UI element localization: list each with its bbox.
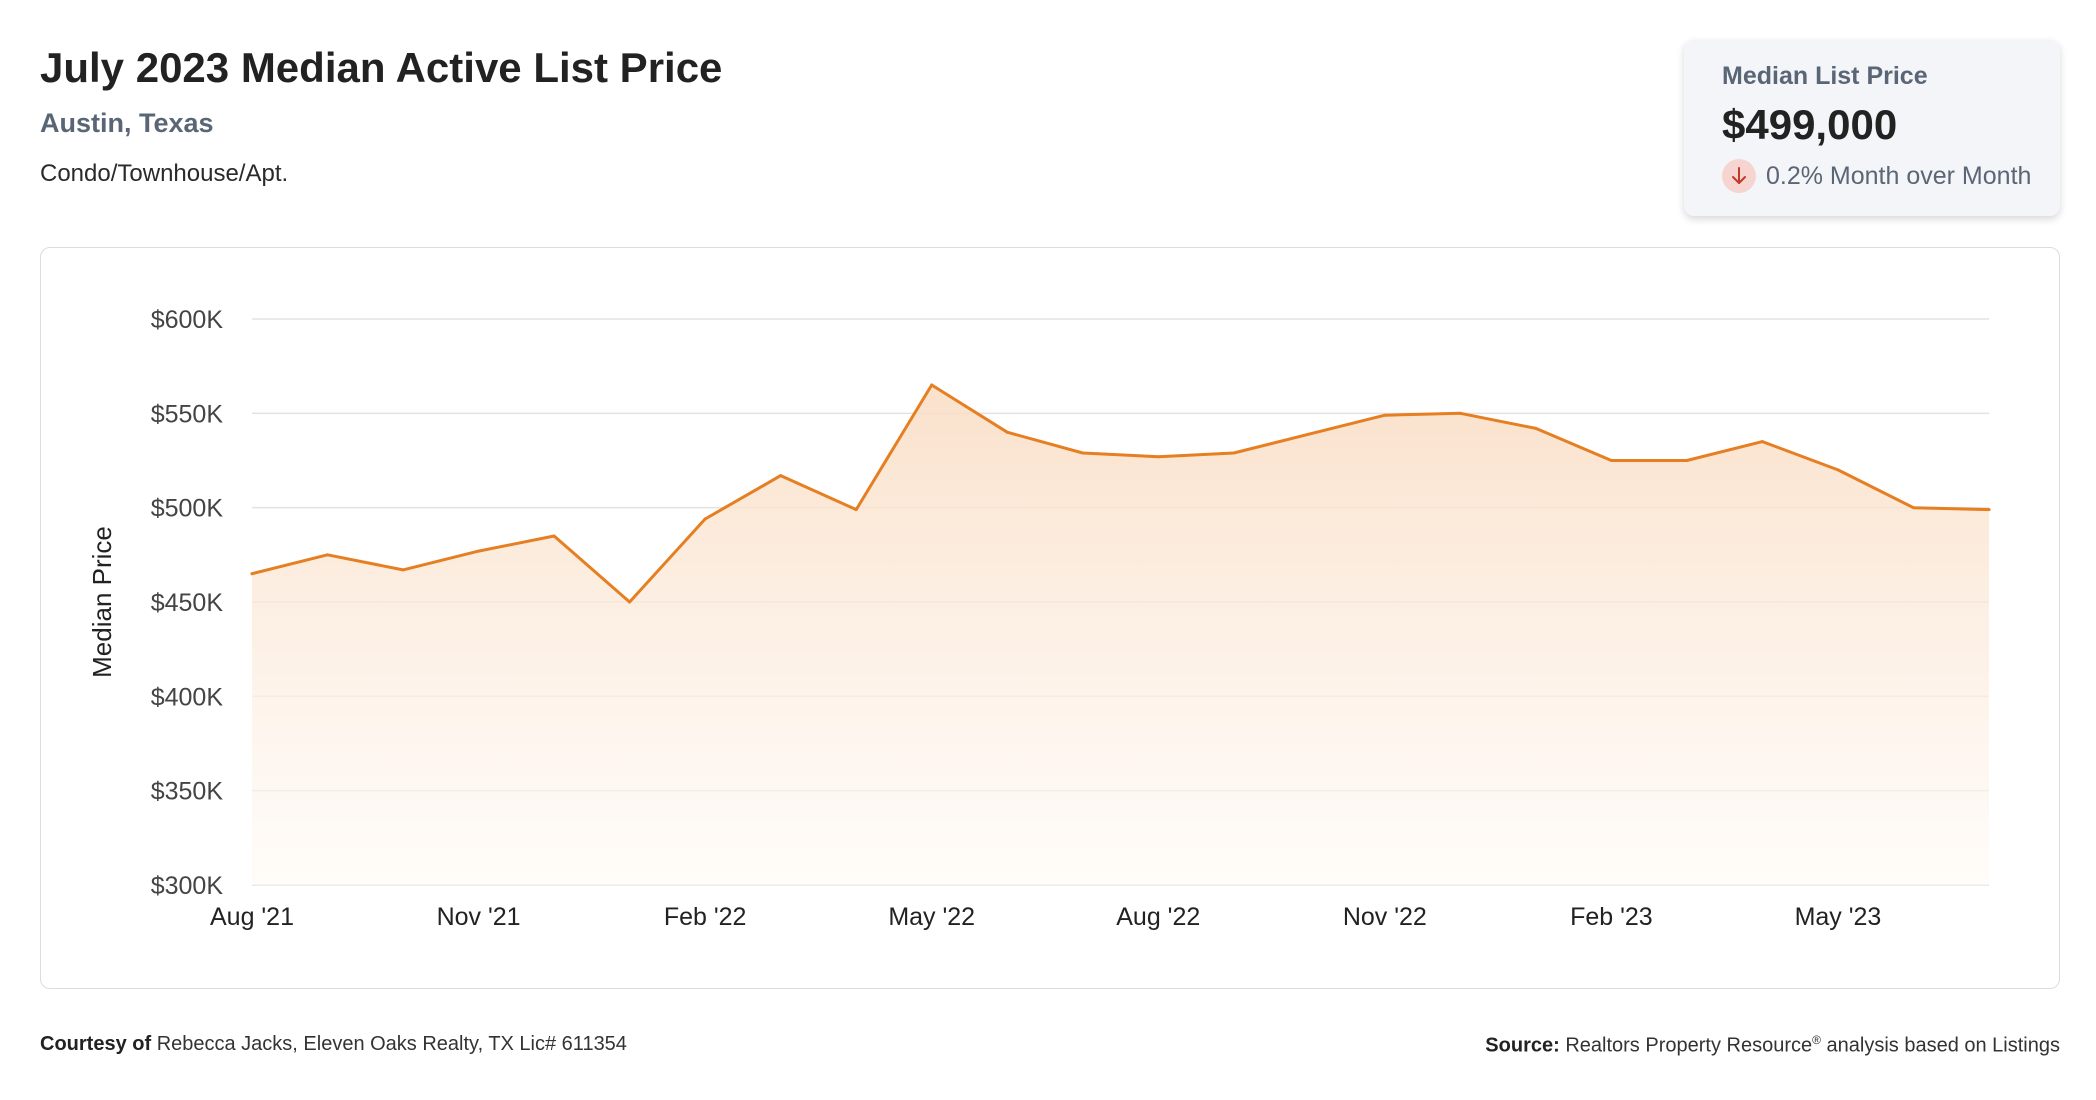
x-tick-label: Aug '21 xyxy=(210,903,294,931)
x-tick-label: Nov '21 xyxy=(437,903,521,931)
data-point xyxy=(1005,430,1009,434)
line-chart: $300K $350K $400K $450K $500K $550K $600K Aug … xyxy=(87,306,1991,931)
data-point xyxy=(930,383,934,387)
median-list-price-card: Median List Price $499,000 0.2% Month ov… xyxy=(1684,40,2060,216)
data-point xyxy=(1836,468,1840,472)
data-point xyxy=(703,517,707,521)
source-name: Realtors Property Resource xyxy=(1565,1034,1813,1057)
registered-mark: ® xyxy=(1812,1033,1821,1047)
data-point xyxy=(477,549,481,553)
arrow-down-icon xyxy=(1722,159,1756,193)
source-text: analysis based on Listings xyxy=(1826,1034,2060,1057)
x-tick-label: Aug '22 xyxy=(1116,903,1200,931)
kpi-value: $499,000 xyxy=(1722,101,1898,148)
data-point xyxy=(854,508,858,512)
y-axis-title: Median Price xyxy=(87,526,117,678)
chart-panel: $300K $350K $400K $450K $500K $550K $600K Aug … xyxy=(40,247,2060,989)
courtesy-footer: Courtesy of Rebecca Jacks, Eleven Oaks R… xyxy=(40,1033,627,1056)
x-axis-ticks: Aug '21 Nov '21 Feb '22 May '22 Aug '22 Nov '… xyxy=(210,903,1881,931)
kpi-change: 0.2% Month over Month xyxy=(1722,159,2060,193)
y-tick-label: $600K xyxy=(151,306,224,334)
data-point xyxy=(1458,411,1462,415)
source-footer: Source: Realtors Property Resource® anal… xyxy=(1485,1033,2060,1058)
data-point xyxy=(779,474,783,478)
kpi-label: Median List Price xyxy=(1722,62,1928,90)
data-point xyxy=(250,572,254,576)
data-point xyxy=(1307,432,1311,436)
x-tick-label: Feb '23 xyxy=(1570,903,1653,931)
y-tick-label: $300K xyxy=(151,872,224,900)
location-subtitle: Austin, Texas xyxy=(40,108,214,138)
y-tick-label: $350K xyxy=(151,778,224,806)
kpi-change-text: 0.2% Month over Month xyxy=(1766,161,2032,190)
data-point xyxy=(1987,508,1991,512)
data-point xyxy=(1156,455,1160,459)
data-points xyxy=(250,383,1991,604)
y-tick-label: $450K xyxy=(151,589,224,617)
data-point xyxy=(1685,459,1689,462)
data-point xyxy=(552,534,556,538)
y-tick-label: $550K xyxy=(151,400,224,428)
data-point xyxy=(1911,506,1915,510)
data-point xyxy=(401,568,405,572)
series-line xyxy=(250,383,1991,604)
y-tick-label: $500K xyxy=(151,495,224,523)
data-point xyxy=(1760,440,1764,444)
data-point xyxy=(1232,451,1236,455)
source-label: Source: xyxy=(1485,1034,1560,1057)
page-title: July 2023 Median Active List Price xyxy=(40,44,723,91)
x-tick-label: Nov '22 xyxy=(1343,903,1427,931)
data-point xyxy=(1609,459,1613,462)
y-axis-ticks: $300K $350K $400K $450K $500K $550K $600K xyxy=(151,306,224,900)
x-tick-label: May '22 xyxy=(888,903,975,931)
y-tick-label: $400K xyxy=(151,683,224,711)
data-point xyxy=(628,600,632,604)
data-point xyxy=(1383,413,1387,417)
data-point xyxy=(1081,451,1085,455)
data-point xyxy=(326,553,330,557)
area-fill xyxy=(252,385,1989,885)
x-tick-label: May '23 xyxy=(1795,903,1882,931)
data-point xyxy=(1534,426,1538,430)
courtesy-text: Rebecca Jacks, Eleven Oaks Realty, TX Li… xyxy=(156,1033,627,1055)
x-tick-label: Feb '22 xyxy=(664,903,747,931)
property-type-label: Condo/Townhouse/Apt. xyxy=(40,160,289,187)
courtesy-label: Courtesy of xyxy=(40,1033,152,1055)
